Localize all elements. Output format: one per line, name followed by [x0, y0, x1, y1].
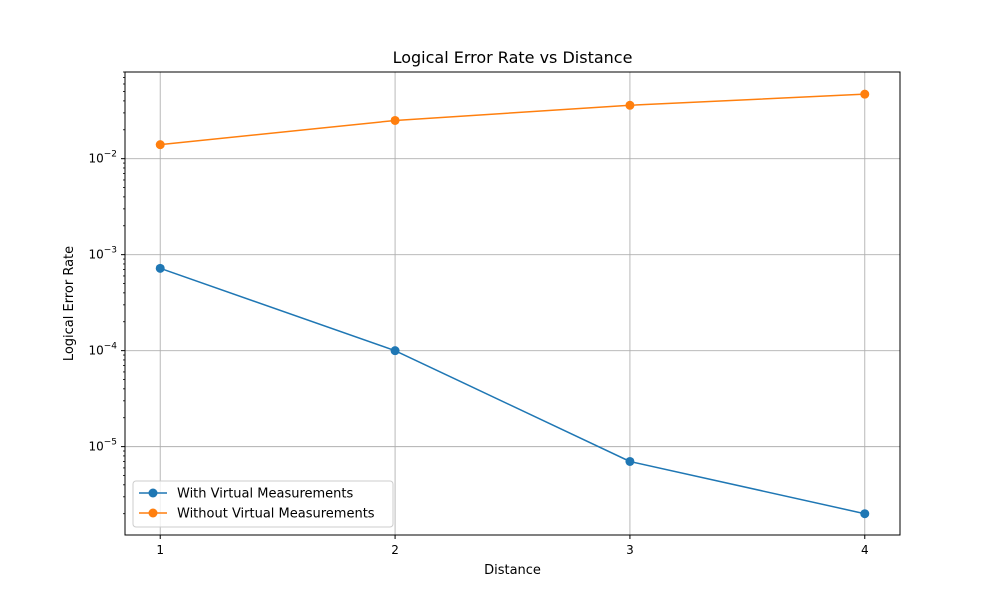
plot-area-frame — [124, 71, 901, 536]
data-point — [390, 346, 400, 356]
legend-marker — [148, 508, 158, 518]
series-line-0 — [159, 267, 865, 515]
x-axis-title: Distance — [484, 563, 541, 578]
axis-ticks: 1 2 3 4 10−5 10−4 10−3 10−2 — [88, 71, 869, 557]
chart-title: Logical Error Rate vs Distance — [393, 48, 633, 67]
data-point — [155, 263, 165, 273]
grid — [125, 72, 900, 535]
data-point — [625, 456, 635, 466]
y-tick-label: 10−3 — [88, 246, 117, 262]
legend-label: With Virtual Measurements — [177, 487, 354, 502]
y-tick-label: 10−5 — [88, 438, 117, 454]
data-point — [860, 509, 870, 519]
legend-label: Without Virtual Measurements — [177, 507, 375, 522]
legend: With Virtual Measurements Without Virtual… — [132, 480, 394, 528]
x-tick-label: 2 — [391, 543, 399, 557]
y-axis-title: Logical Error Rate — [62, 246, 77, 361]
data-point — [155, 140, 165, 150]
legend-marker — [148, 488, 158, 498]
data-point — [625, 100, 635, 110]
x-tick-label: 1 — [156, 543, 164, 557]
series-layer — [155, 89, 870, 519]
series-line-1 — [160, 93, 865, 146]
y-tick-label: 10−2 — [88, 150, 117, 166]
x-tick-label: 3 — [626, 543, 634, 557]
legend-box — [132, 480, 394, 528]
y-tick-label: 10−4 — [88, 342, 117, 358]
x-tick-label: 4 — [861, 543, 869, 557]
data-point — [390, 115, 400, 125]
data-point — [860, 89, 870, 99]
